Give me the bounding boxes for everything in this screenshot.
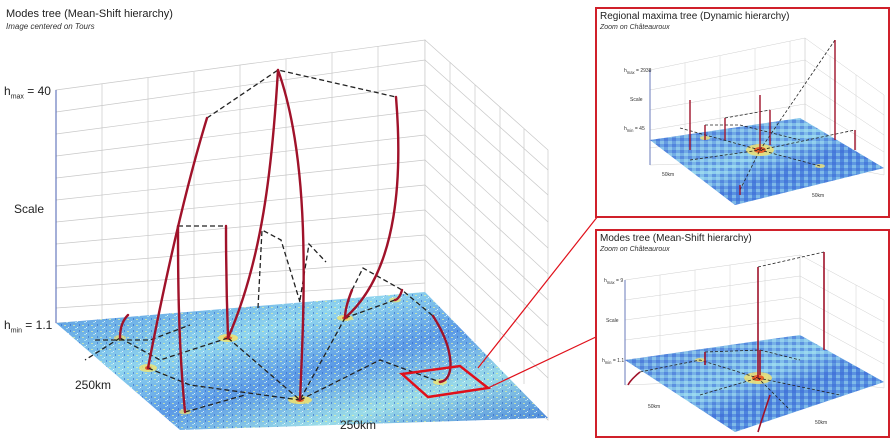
inset-bottom-scale-label: Scale	[606, 318, 619, 324]
main-dashed-links	[84, 69, 441, 413]
inset-top-title: Regional maxima tree (Dynamic hierarchy)	[600, 11, 790, 22]
main-x-extent-label: 250km	[340, 418, 377, 432]
zoom-connector-top	[477, 215, 599, 369]
main-scale-label: Scale	[14, 202, 45, 216]
main-hmax-label: hmax = 40	[4, 84, 51, 101]
inset-top-hmin-label: hmin = 45	[624, 126, 645, 133]
inset-bottom-subtitle: Zoom on Châteauroux	[600, 246, 670, 253]
inset-top-graphic	[595, 7, 890, 218]
main-plot	[55, 39, 599, 430]
inset-bottom-hmax-label: hmax = 9	[604, 278, 624, 285]
inset-bottom-hmin-label: hmin = 1.1	[602, 358, 625, 365]
inset-top-subtitle: Zoom on Châteauroux	[600, 24, 670, 31]
inset-bottom-graphic	[595, 229, 890, 438]
inset-bottom-x-extent: 50km	[815, 420, 828, 426]
main-y-extent-label: 250km	[75, 378, 112, 392]
zoom-connector-bottom	[487, 335, 599, 389]
main-tree-edges	[118, 68, 452, 414]
main-title: Modes tree (Mean-Shift hierarchy)	[6, 8, 173, 20]
inset-bottom-title: Modes tree (Mean-Shift hierarchy)	[600, 233, 752, 244]
inset-top-scale-label: Scale	[630, 97, 643, 103]
inset-bottom-y-extent: 50km	[648, 404, 661, 410]
inset-top-x-extent: 50km	[812, 193, 825, 199]
main-subtitle: Image centered on Tours	[6, 22, 95, 31]
main-hmin-label: hmin = 1.1	[4, 318, 53, 335]
inset-top-hmax-label: hmax = 2938	[624, 68, 652, 75]
inset-top-y-extent: 50km	[662, 172, 675, 178]
